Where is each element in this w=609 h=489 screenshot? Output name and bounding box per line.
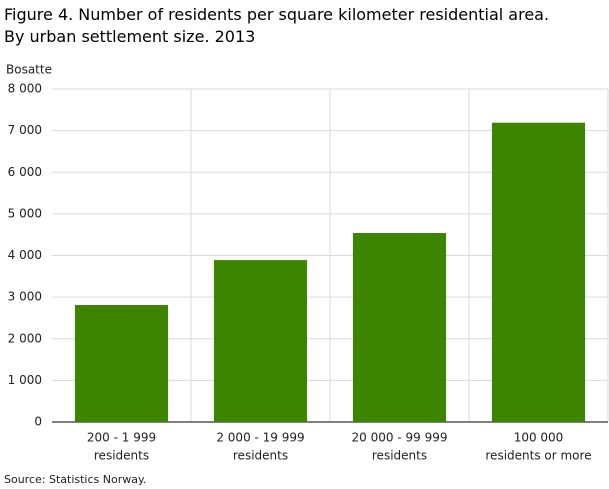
y-tick-label: 4 000 <box>8 248 42 262</box>
y-tick-label: 7 000 <box>8 123 42 137</box>
bar <box>74 305 169 422</box>
bar <box>352 233 447 422</box>
x-tick-label: residents <box>94 449 149 463</box>
x-tick-label: 200 - 1 999 <box>87 431 156 445</box>
y-tick-label: 1 000 <box>8 373 42 387</box>
y-axis-label: Bosatte <box>6 63 52 77</box>
y-tick-label: 5 000 <box>8 206 42 220</box>
x-tick-label: 20 000 - 99 999 <box>352 431 448 445</box>
source: Source: Statistics Norway. <box>4 473 146 486</box>
y-tick-label: 8 000 <box>8 82 42 96</box>
x-tick-label: 100 000 <box>514 431 564 445</box>
y-tick-label: 0 <box>34 415 42 429</box>
x-tick-label: 2 000 - 19 999 <box>216 431 304 445</box>
bar <box>491 122 586 422</box>
bar <box>213 260 308 422</box>
x-tick-label: residents <box>233 449 288 463</box>
chart-title: Figure 4. Number of residents per square… <box>4 5 550 46</box>
x-tick-label: residents or more <box>485 449 591 463</box>
y-tick-label: 6 000 <box>8 165 42 179</box>
y-tick-label: 3 000 <box>8 290 42 304</box>
x-tick-label: residents <box>372 449 427 463</box>
y-tick-label: 2 000 <box>8 331 42 345</box>
